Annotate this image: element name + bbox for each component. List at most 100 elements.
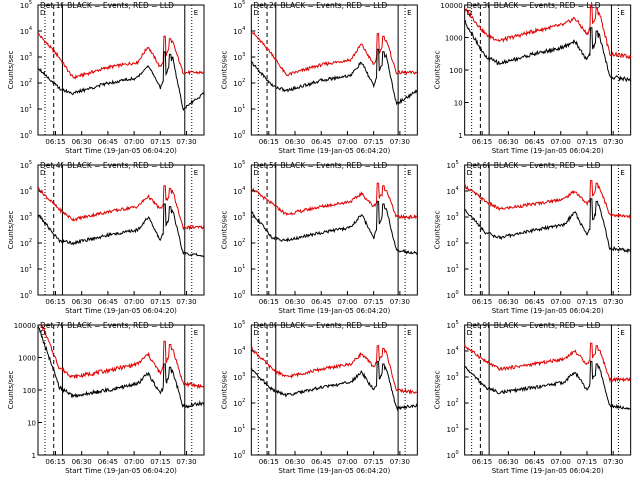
y-tick-exponent: 1 — [455, 424, 458, 430]
x-tick-label: 07:30 — [603, 138, 623, 146]
x-tick-label: 07:30 — [176, 138, 196, 146]
x-tick-label: 07:15 — [150, 298, 170, 306]
lld-series-line — [464, 180, 632, 220]
detector-name: Det 3f — [467, 1, 490, 10]
events-series-line — [37, 203, 205, 258]
y-tick-exponent: 0 — [455, 290, 458, 296]
x-tick-label: 07:15 — [150, 138, 170, 146]
corner-label-e: E — [620, 169, 624, 177]
events-series-line — [464, 360, 631, 411]
corner-label-e: E — [407, 9, 411, 17]
y-tick-label: 10 — [454, 100, 463, 108]
y-axis-label: Counts/sec — [220, 51, 228, 90]
y-tick-label: 105 — [233, 0, 245, 10]
x-tick-label: 07:15 — [577, 458, 597, 466]
x-axis-label: Start Time (19-Jan-05 06:04:20) — [492, 147, 604, 155]
x-tick-label: 06:15 — [259, 298, 279, 306]
events-series-line — [464, 19, 632, 83]
y-axis-label: Counts/sec — [7, 51, 15, 90]
x-tick-label: 07:30 — [390, 138, 410, 146]
chart-title: Det 1f BLACK = Events, RED = LLD — [40, 1, 174, 10]
x-tick-label: 06:30 — [72, 138, 92, 146]
x-tick-label: 07:30 — [390, 298, 410, 306]
y-axis-label: Counts/sec — [220, 371, 228, 410]
y-tick-exponent: 2 — [242, 238, 245, 244]
y-tick-label: 10000 — [440, 2, 462, 10]
x-tick-label: 06:30 — [72, 298, 92, 306]
y-tick-exponent: 5 — [242, 320, 245, 326]
y-tick-exponent: 4 — [455, 186, 458, 192]
x-tick-label: 06:45 — [98, 298, 118, 306]
chart-title: Det 7f BLACK = Events, RED = LLD — [40, 321, 174, 330]
legend-text: BLACK = Events, RED = LLD — [494, 321, 601, 330]
y-tick-label: 103 — [447, 372, 459, 382]
corner-label-e: E — [194, 9, 198, 17]
x-tick-label: 06:30 — [72, 458, 92, 466]
corner-label-d: D — [40, 329, 45, 337]
y-tick-label: 103 — [233, 372, 245, 382]
y-tick-label: 104 — [233, 26, 245, 36]
y-tick-label: 105 — [233, 320, 245, 330]
legend-text: BLACK = Events, RED = LLD — [494, 1, 601, 10]
plot-frame — [464, 164, 632, 296]
x-tick-label: 06:45 — [311, 298, 331, 306]
chart-title: Det 4f BLACK = Events, RED = LLD — [40, 161, 174, 170]
y-tick-exponent: 3 — [455, 372, 458, 378]
y-tick-label: 102 — [233, 398, 245, 408]
events-series-line — [37, 325, 205, 409]
y-tick-exponent: 4 — [242, 346, 245, 352]
y-tick-label: 100 — [233, 290, 245, 300]
y-tick-exponent: 3 — [242, 212, 245, 218]
y-tick-label: 104 — [233, 346, 245, 356]
lld-series-line — [37, 32, 205, 80]
y-tick-label: 100 — [20, 130, 32, 140]
x-tick-label: 06:15 — [259, 138, 279, 146]
y-tick-exponent: 3 — [29, 212, 32, 218]
y-tick-exponent: 5 — [242, 0, 245, 6]
x-tick-label: 06:45 — [98, 458, 118, 466]
detector-name: Det 4f — [40, 161, 63, 170]
y-tick-exponent: 5 — [29, 160, 32, 166]
y-tick-label: 100 — [447, 290, 459, 300]
x-tick-label: 06:45 — [311, 458, 331, 466]
y-tick-exponent: 4 — [455, 346, 458, 352]
chart-title: Det 5f BLACK = Events, RED = LLD — [253, 161, 387, 170]
y-tick-exponent: 4 — [29, 186, 32, 192]
y-tick-label: 105 — [233, 160, 245, 170]
events-series-line — [250, 200, 418, 255]
y-tick-exponent: 5 — [455, 160, 458, 166]
y-tick-exponent: 1 — [242, 104, 245, 110]
detector-name: Det 7f — [40, 321, 63, 330]
y-tick-exponent: 3 — [242, 372, 245, 378]
x-tick-label: 07:00 — [337, 298, 357, 306]
plot-frame — [250, 164, 418, 296]
y-tick-label: 104 — [233, 186, 245, 196]
x-tick-label: 07:15 — [364, 138, 384, 146]
x-tick-label: 06:30 — [285, 458, 305, 466]
events-series-line — [37, 51, 205, 112]
events-series-line — [250, 48, 418, 106]
detector-name: Det 2f — [253, 1, 276, 10]
y-tick-exponent: 0 — [242, 130, 245, 136]
corner-label-d: D — [467, 329, 472, 337]
y-tick-label: 100 — [20, 290, 32, 300]
chart-title: Det 9f BLACK = Events, RED = LLD — [467, 321, 601, 330]
y-tick-exponent: 5 — [29, 0, 32, 6]
corner-label-e: E — [620, 9, 624, 17]
y-axis-label: Counts/sec — [7, 211, 15, 250]
corner-label-e: E — [194, 329, 198, 337]
x-tick-label: 07:15 — [577, 298, 597, 306]
plot-frame — [37, 164, 205, 296]
y-tick-label: 102 — [447, 238, 459, 248]
x-axis-label: Start Time (19-Jan-05 06:04:20) — [278, 147, 390, 155]
x-tick-label: 06:15 — [472, 298, 492, 306]
plot-frame — [250, 324, 418, 456]
x-axis-label: Start Time (19-Jan-05 06:04:20) — [492, 467, 604, 475]
x-tick-label: 06:15 — [259, 458, 279, 466]
x-axis-label: Start Time (19-Jan-05 06:04:20) — [65, 467, 177, 475]
